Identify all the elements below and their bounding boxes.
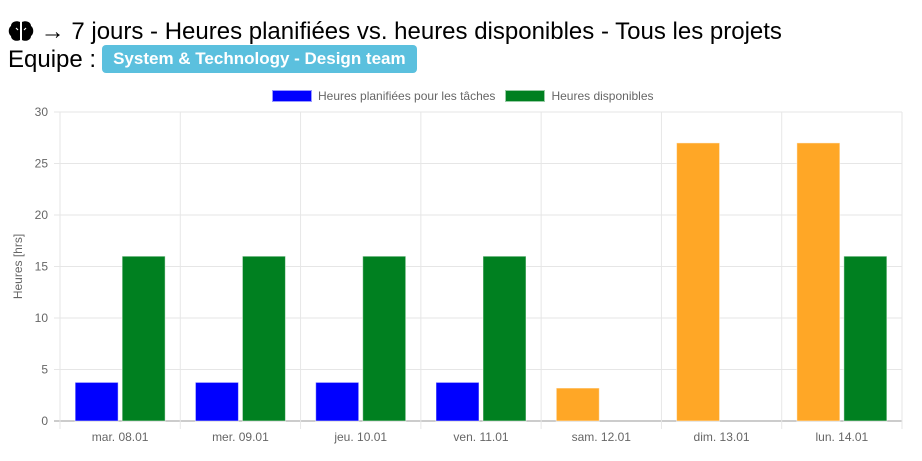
x-tick-label: ven. 11.01	[453, 430, 508, 444]
y-axis-label: Heures [hrs]	[11, 234, 25, 299]
legend-item-available[interactable]: Heures disponibles	[505, 89, 654, 103]
bar-planned	[194, 381, 239, 422]
y-tick-label: 10	[35, 311, 49, 325]
bar-available	[241, 255, 286, 422]
chart-legend: Heures planifiées pour les tâches Heures…	[272, 89, 664, 103]
legend-swatch-available	[505, 90, 546, 102]
y-tick-label: 0	[41, 414, 48, 428]
bar-available	[121, 255, 166, 422]
team-label: Equipe :	[8, 46, 97, 73]
legend-label: Heures disponibles	[551, 89, 654, 103]
legend-swatch-planned	[272, 90, 312, 102]
brain-icon	[8, 21, 34, 41]
x-tick-label: mar. 08.01	[92, 430, 149, 444]
y-tick-label: 25	[35, 157, 49, 171]
team-badge: System & Technology - Design team	[102, 45, 417, 73]
title-text: 7 jours - Heures planifiées vs. heures d…	[71, 18, 782, 45]
x-tick-label: dim. 13.01	[694, 430, 750, 444]
y-tick-label: 30	[35, 105, 49, 119]
bar-planned	[676, 142, 721, 422]
legend-label: Heures planifiées pour les tâches	[318, 89, 496, 103]
y-tick-label: 5	[41, 363, 48, 377]
x-tick-label: jeu. 10.01	[333, 430, 387, 444]
bar-available	[482, 255, 527, 422]
x-tick-label: sam. 12.01	[572, 430, 632, 444]
y-tick-label: 15	[35, 260, 49, 274]
page-title: → 7 jours - Heures planifiées vs. heures…	[8, 18, 782, 46]
bar-planned	[796, 142, 841, 422]
legend-item-planned[interactable]: Heures planifiées pour les tâches	[272, 89, 495, 103]
team-row: Equipe : System & Technology - Design tea…	[8, 45, 417, 74]
x-tick-label: lun. 14.01	[815, 430, 868, 444]
x-tick-label: mer. 09.01	[212, 430, 269, 444]
bar-planned	[435, 381, 480, 422]
bar-available	[362, 255, 407, 422]
bar-planned	[74, 381, 119, 422]
bar-planned	[555, 387, 600, 422]
arrow-icon: →	[40, 18, 65, 45]
bar-available	[843, 255, 888, 422]
bar-planned	[315, 381, 360, 422]
y-tick-label: 20	[35, 208, 49, 222]
